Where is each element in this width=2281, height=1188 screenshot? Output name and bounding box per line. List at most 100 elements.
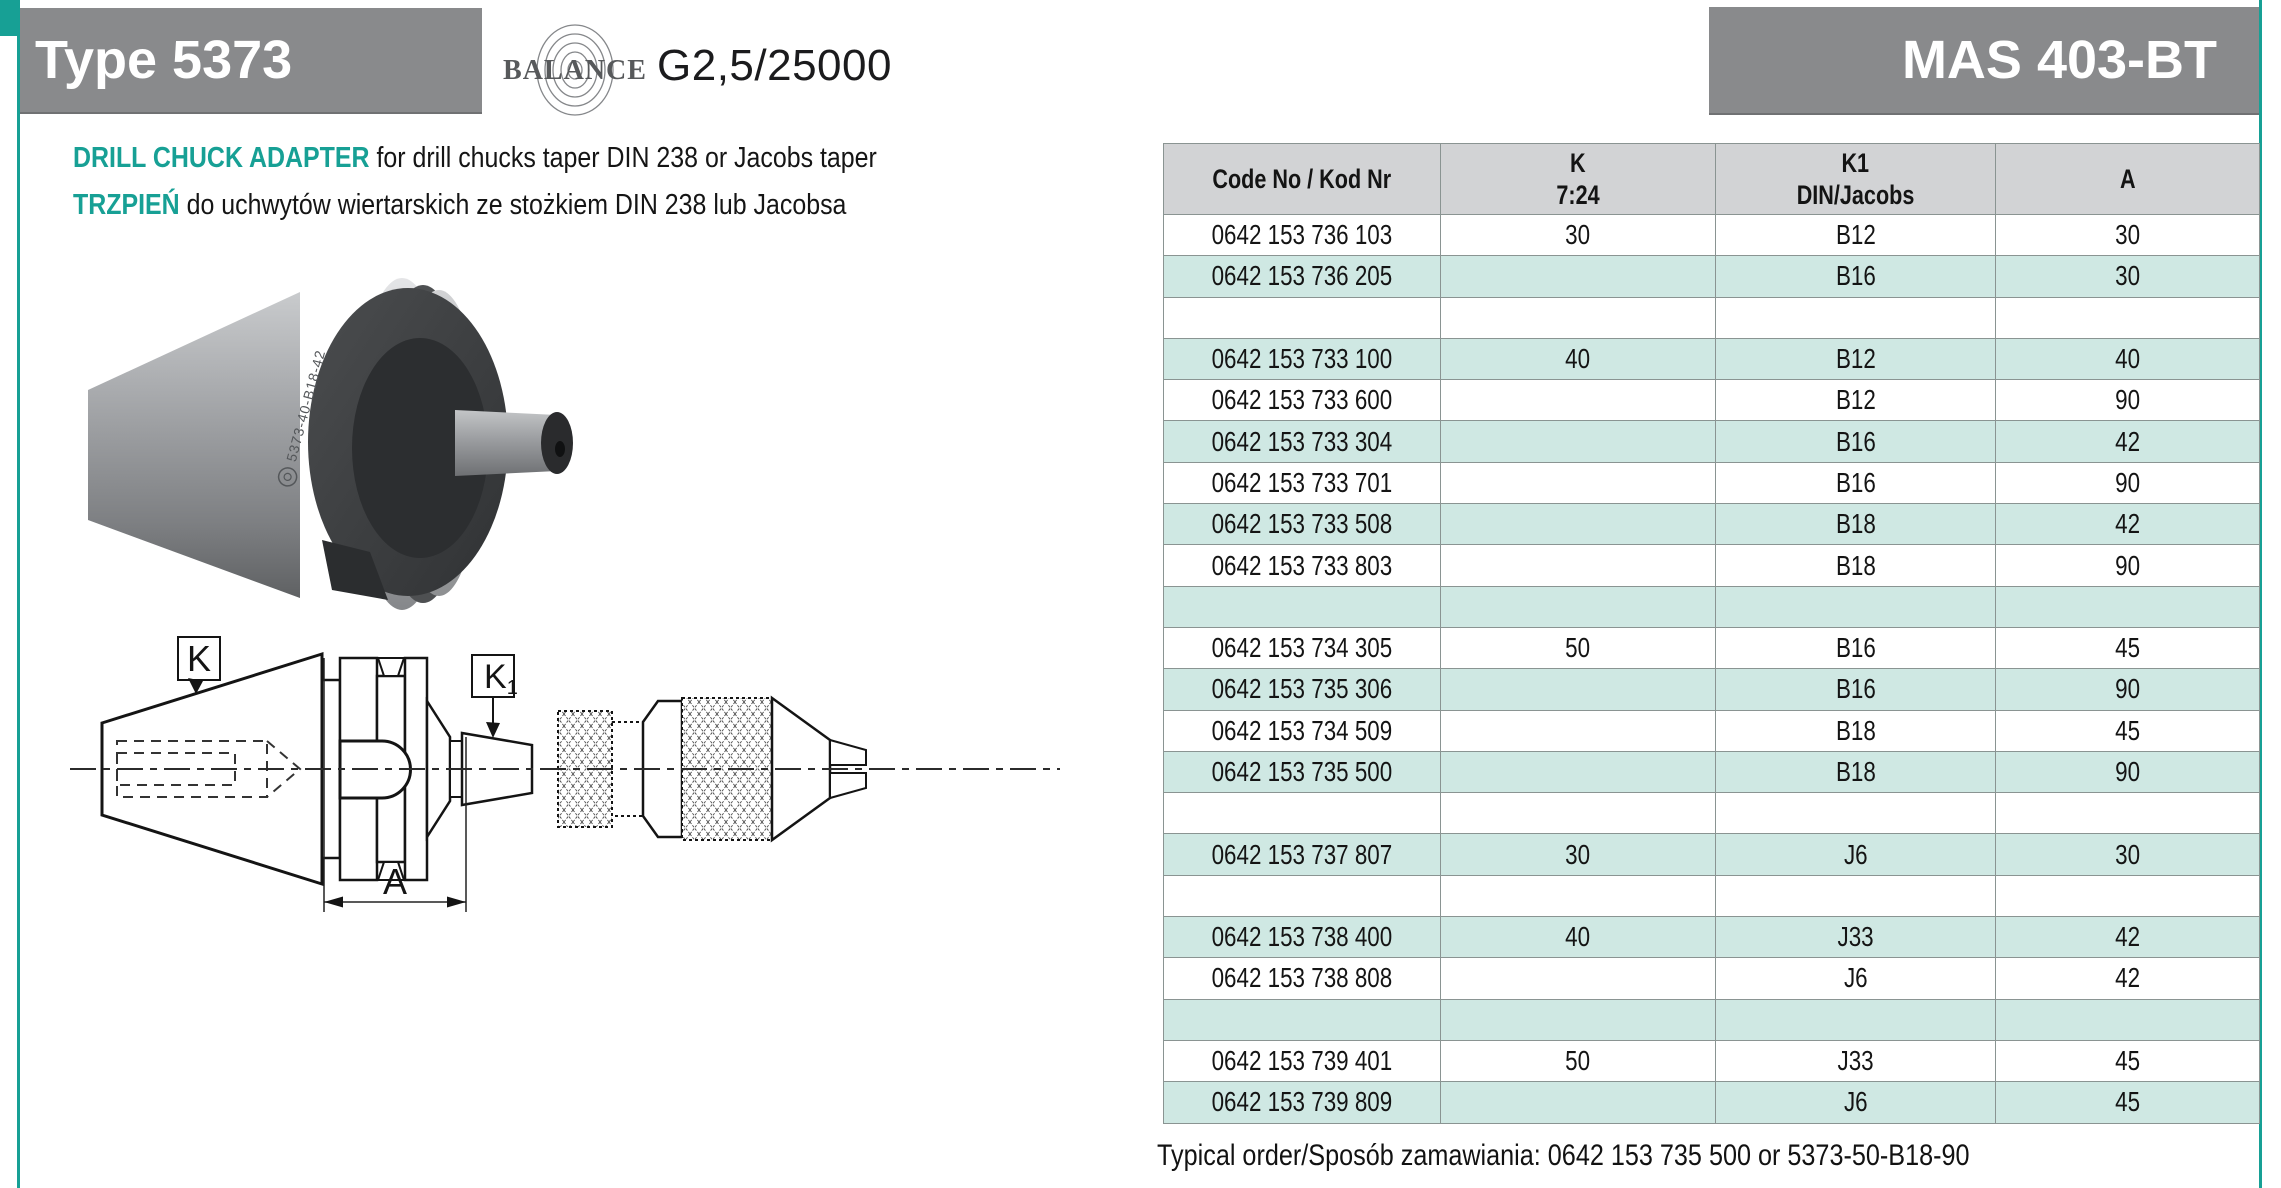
cell-code: 0642 153 733 803 bbox=[1163, 544, 1441, 587]
cell-k: 40 bbox=[1440, 916, 1716, 959]
cell-code: 0642 153 733 100 bbox=[1163, 337, 1441, 381]
cell-code: 0642 153 733 304 bbox=[1163, 420, 1441, 463]
cell-k1: J6 bbox=[1715, 833, 1996, 876]
cell-k1-value: B16 bbox=[1835, 260, 1876, 292]
cell-k1: B18 bbox=[1715, 709, 1996, 752]
cell-k-value: 30 bbox=[1565, 219, 1591, 251]
table-row: 0642 153 733 100 40 B12 40 bbox=[1163, 337, 2260, 381]
cell-a: 40 bbox=[1995, 337, 2260, 381]
photo-taper-cone bbox=[88, 292, 300, 598]
cell-a bbox=[1995, 792, 2260, 835]
cell-k bbox=[1440, 957, 1716, 1000]
cell-code-value: 0642 153 733 100 bbox=[1211, 343, 1393, 375]
description-pl-rest: do uchwytów wiertarskich ze stożkiem DIN… bbox=[179, 189, 847, 221]
typical-order-note: Typical order/Sposób zamawiania: 0642 15… bbox=[1157, 1139, 2124, 1173]
table-row: 0642 153 734 509 B18 45 bbox=[1163, 709, 2260, 752]
cell-code-value: 0642 153 733 701 bbox=[1211, 466, 1393, 498]
photo-output-shaft bbox=[455, 410, 557, 476]
cell-k1-value: J33 bbox=[1837, 921, 1874, 953]
col-header-k: K 7:24 bbox=[1440, 143, 1716, 215]
spec-table: Code No / Kod Nr K 7:24 K1 DIN/Jacobs A … bbox=[1163, 143, 2260, 1124]
cell-code-value: 0642 153 734 305 bbox=[1211, 632, 1393, 664]
cell-code-value: 0642 153 736 205 bbox=[1211, 260, 1393, 292]
cell-code bbox=[1163, 792, 1441, 835]
table-row: 0642 153 734 305 50 B16 45 bbox=[1163, 626, 2260, 670]
col-header-a: A bbox=[1995, 143, 2260, 215]
cell-k bbox=[1440, 709, 1716, 752]
cell-code-value: 0642 153 733 600 bbox=[1211, 384, 1393, 416]
cell-code-value: 0642 153 735 306 bbox=[1211, 673, 1393, 705]
cell-code-value: 0642 153 734 509 bbox=[1211, 714, 1393, 746]
cell-k-value: 30 bbox=[1565, 838, 1591, 870]
cell-code: 0642 153 739 401 bbox=[1163, 1039, 1441, 1083]
cell-a-value: 90 bbox=[2115, 549, 2140, 581]
label-k1-base: K bbox=[484, 658, 507, 696]
cell-k1-value: J6 bbox=[1843, 1086, 1868, 1118]
cell-k1: B16 bbox=[1715, 255, 1996, 298]
description-pl-bold: TRZPIEŃ bbox=[73, 189, 180, 221]
cell-k1: B12 bbox=[1715, 379, 1996, 422]
drawing-label-k: K bbox=[177, 636, 221, 694]
cell-k bbox=[1440, 255, 1716, 298]
table-row: 0642 153 736 205 B16 30 bbox=[1163, 255, 2260, 298]
cell-a bbox=[1995, 998, 2260, 1041]
cell-k1: B16 bbox=[1715, 420, 1996, 463]
cell-code-value: 0642 153 733 508 bbox=[1211, 508, 1393, 540]
cell-a-value: 42 bbox=[2115, 921, 2140, 953]
table-row: 0642 153 735 306 B16 90 bbox=[1163, 668, 2260, 711]
photo-drive-tab bbox=[322, 540, 388, 600]
cell-k-value: 50 bbox=[1565, 1045, 1591, 1077]
table-row-spacer bbox=[1163, 296, 2260, 339]
typical-order-text: Typical order/Sposób zamawiania: 0642 15… bbox=[1157, 1139, 1970, 1172]
cell-k1-value: B16 bbox=[1835, 425, 1876, 457]
cell-k1 bbox=[1715, 874, 1996, 918]
svg-text:K1: K1 bbox=[484, 658, 518, 699]
drawing-chuck-jaw-lower bbox=[829, 772, 867, 800]
cell-a: 45 bbox=[1995, 1081, 2260, 1124]
cell-k1-value: B12 bbox=[1835, 219, 1876, 251]
cell-a-value: 30 bbox=[2115, 219, 2140, 251]
adapter-photo-illustration: 5373-40-B18-42 bbox=[88, 278, 573, 610]
cell-a-value: 90 bbox=[2115, 466, 2140, 498]
cell-code-value: 0642 153 735 500 bbox=[1211, 756, 1393, 787]
table-row-spacer bbox=[1163, 874, 2260, 918]
cell-k bbox=[1440, 503, 1716, 546]
cell-k bbox=[1440, 461, 1716, 505]
cell-code-value: 0642 153 736 103 bbox=[1211, 219, 1393, 251]
cell-code: 0642 153 734 509 bbox=[1163, 709, 1441, 752]
cell-a-value: 45 bbox=[2115, 632, 2140, 664]
cell-code: 0642 153 739 809 bbox=[1163, 1081, 1441, 1124]
cell-k1: B18 bbox=[1715, 544, 1996, 587]
cell-a-value: 40 bbox=[2115, 343, 2140, 375]
standard-label: MAS 403-BT bbox=[1901, 30, 2217, 90]
cell-k1: B16 bbox=[1715, 668, 1996, 711]
table-row: 0642 153 737 807 30 J6 30 bbox=[1163, 833, 2260, 876]
cell-k1: J33 bbox=[1715, 916, 1996, 959]
label-k1-sub: 1 bbox=[507, 677, 518, 699]
standard-title-box: MAS 403-BT bbox=[1709, 7, 2259, 115]
description-line-en: DRILL CHUCK ADAPTER for drill chucks tap… bbox=[73, 142, 1008, 175]
cell-a: 30 bbox=[1995, 213, 2260, 257]
drawing-chuck-jaw-upper bbox=[829, 738, 867, 766]
cell-code: 0642 153 737 807 bbox=[1163, 833, 1441, 876]
cell-k1: J33 bbox=[1715, 1039, 1996, 1083]
cell-k bbox=[1440, 1081, 1716, 1124]
balance-rating: G2,5/25000 bbox=[657, 41, 892, 90]
spec-table-header-row: Code No / Kod Nr K 7:24 K1 DIN/Jacobs A bbox=[1163, 143, 2260, 215]
cell-k1 bbox=[1715, 296, 1996, 339]
cell-a: 90 bbox=[1995, 668, 2260, 711]
cell-k1-value: B18 bbox=[1835, 508, 1876, 540]
right-accent-rule bbox=[2259, 0, 2262, 1188]
cell-code-value: 0642 153 738 808 bbox=[1211, 962, 1393, 994]
cell-a: 42 bbox=[1995, 916, 2260, 959]
table-row: 0642 153 739 401 50 J33 45 bbox=[1163, 1039, 2260, 1083]
cell-code-value: 0642 153 737 807 bbox=[1211, 838, 1393, 870]
type-title-box: Type 5373 bbox=[20, 8, 482, 114]
cell-k1-value: B18 bbox=[1835, 714, 1876, 746]
product-photo: 5373-40-B18-42 bbox=[88, 278, 573, 610]
cell-k1-value: B12 bbox=[1835, 384, 1876, 416]
technical-drawing: A K K1 bbox=[70, 636, 1060, 912]
cell-a: 30 bbox=[1995, 833, 2260, 876]
cell-k bbox=[1440, 544, 1716, 587]
